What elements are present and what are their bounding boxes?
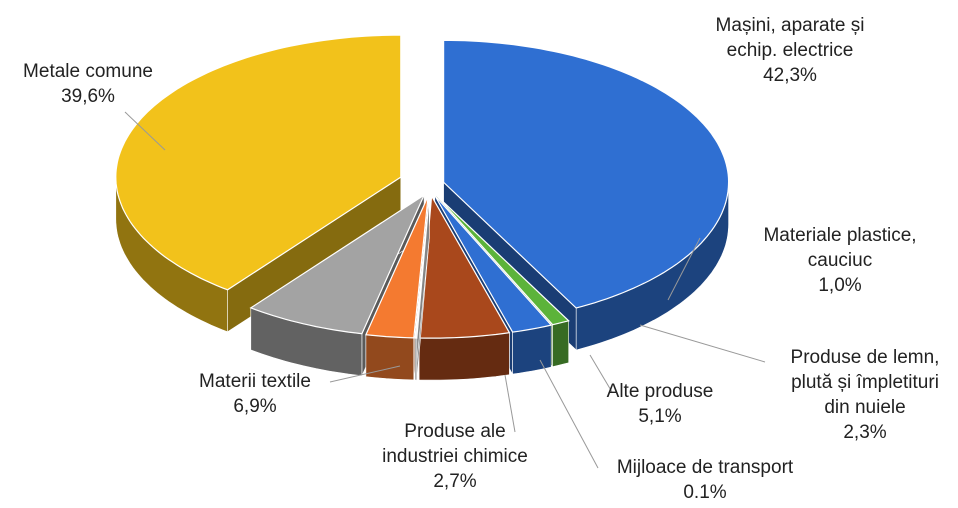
slice-value-label: 2,7%: [433, 471, 476, 492]
slice-top: [418, 194, 511, 339]
slice-label: Metale comune: [23, 61, 153, 82]
slice: [418, 194, 511, 381]
slice-label: Produse de lemn,: [791, 347, 940, 368]
slice-top: [435, 194, 570, 326]
slice-label: din nuiele: [824, 397, 905, 418]
slice-top: [249, 193, 426, 335]
slice-value-label: 39,6%: [61, 86, 115, 107]
slice: [115, 34, 402, 333]
slice-label: echip. electrice: [727, 40, 854, 61]
slice-top: [115, 34, 402, 291]
leader-line: [667, 237, 701, 301]
slice-label: Materiale plastice,: [763, 225, 916, 246]
leader-line: [124, 111, 166, 151]
slice-side: [418, 332, 510, 381]
slice-label: plută și împletituri: [791, 372, 939, 393]
leader-line: [639, 324, 766, 363]
slice-label: Produse ale: [404, 421, 505, 442]
slice-side: [512, 324, 552, 375]
leader-line: [589, 354, 613, 393]
slice-label: industriei chimice: [382, 446, 528, 467]
slice-side: [552, 320, 569, 368]
slice-label: Mijloace de transport: [617, 457, 794, 478]
slice-top: [434, 195, 553, 333]
slice-top: [443, 39, 730, 309]
slice-side: [414, 337, 418, 381]
slice-value-label: 42,3%: [763, 65, 817, 86]
leader-line: [539, 359, 599, 469]
slice-label: Materii textile: [199, 371, 311, 392]
slice-value-label: 5,1%: [638, 406, 681, 427]
slice-value-label: 2,3%: [843, 422, 886, 443]
leader-line: [329, 365, 401, 383]
slice-top: [365, 195, 429, 339]
slice-label: cauciuc: [808, 250, 872, 271]
slice-top: [414, 196, 430, 339]
leader-line: [504, 374, 516, 433]
slice-label: Mașini, aparate și: [716, 15, 865, 36]
slice-side: [365, 334, 415, 381]
slice-value-label: 0.1%: [683, 482, 726, 503]
slice: [414, 196, 430, 381]
slice-label: Alte produse: [607, 381, 714, 402]
slice-value-label: 6,9%: [233, 396, 276, 417]
slice-value-label: 1,0%: [818, 275, 861, 296]
